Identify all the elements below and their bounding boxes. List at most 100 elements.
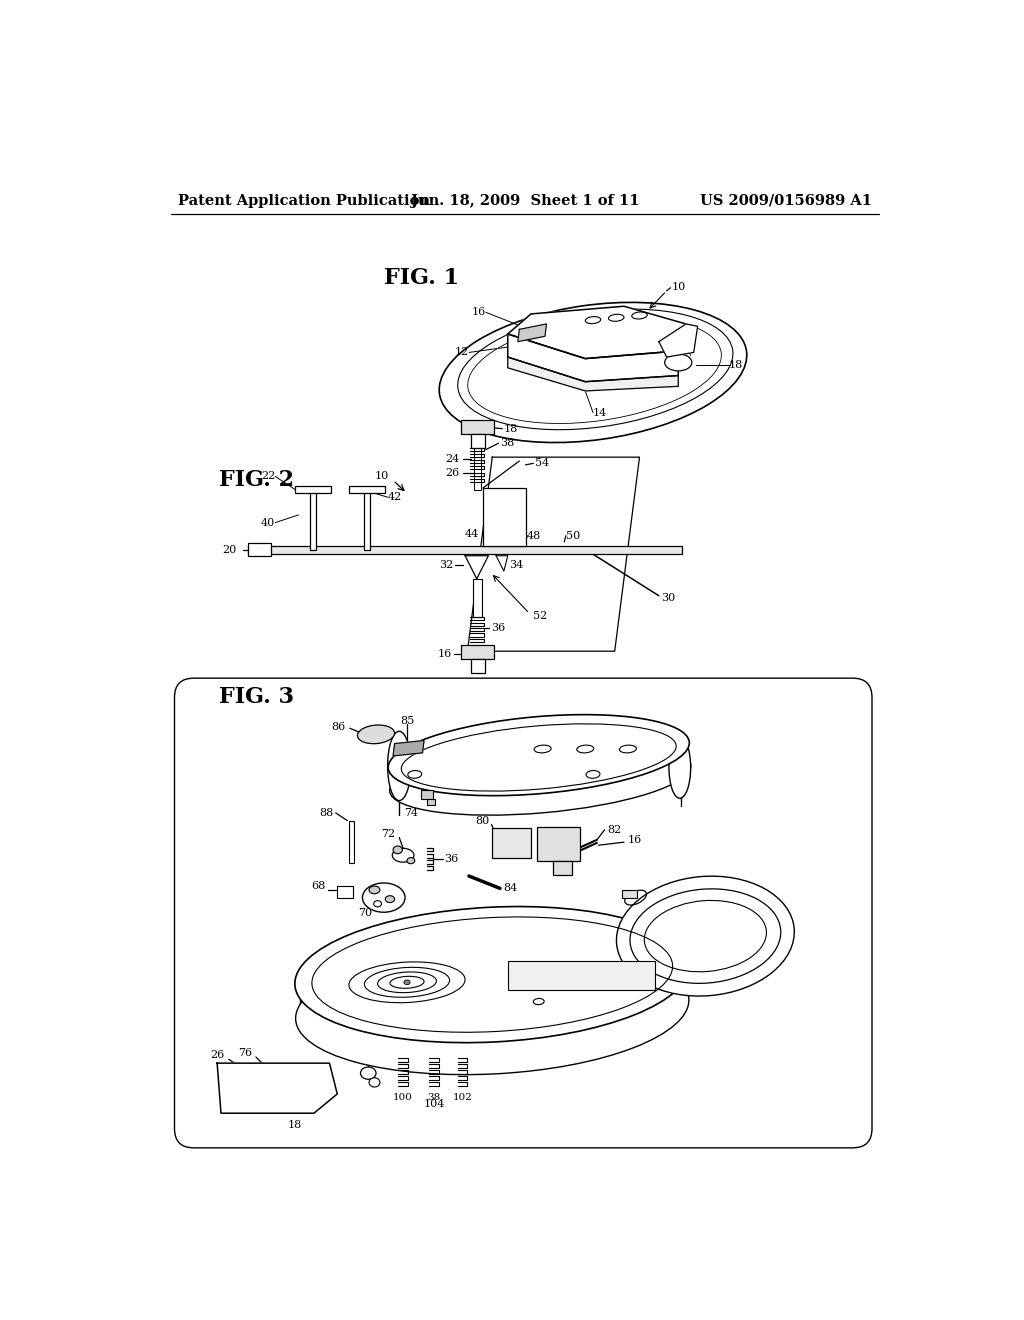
Bar bbox=[421, 789, 433, 799]
Text: 10: 10 bbox=[374, 471, 388, 482]
Text: US 2009/0156989 A1: US 2009/0156989 A1 bbox=[700, 194, 872, 207]
Text: 48: 48 bbox=[527, 531, 542, 541]
Text: 66: 66 bbox=[748, 962, 762, 972]
Bar bbox=[474, 420, 481, 490]
Text: 76: 76 bbox=[238, 1048, 252, 1059]
Polygon shape bbox=[496, 556, 508, 572]
Bar bbox=[471, 659, 484, 673]
Text: 64: 64 bbox=[655, 731, 670, 741]
Polygon shape bbox=[508, 334, 678, 381]
Text: FIG. 2: FIG. 2 bbox=[219, 470, 295, 491]
Bar bbox=[553, 862, 572, 875]
Ellipse shape bbox=[296, 944, 689, 1074]
Bar bbox=[310, 490, 315, 549]
Text: 24: 24 bbox=[445, 454, 460, 463]
Ellipse shape bbox=[369, 1077, 380, 1088]
Bar bbox=[295, 487, 331, 492]
Text: 78: 78 bbox=[350, 1055, 365, 1064]
Text: 44: 44 bbox=[465, 529, 479, 539]
Text: 10: 10 bbox=[672, 282, 686, 292]
Text: 60: 60 bbox=[562, 1032, 577, 1043]
Bar bbox=[471, 434, 484, 447]
Text: 84: 84 bbox=[503, 883, 517, 894]
Ellipse shape bbox=[360, 1067, 376, 1080]
Polygon shape bbox=[658, 323, 697, 358]
Text: 68: 68 bbox=[311, 880, 326, 891]
Bar bbox=[461, 645, 494, 659]
Polygon shape bbox=[508, 306, 686, 359]
Text: 52: 52 bbox=[532, 611, 547, 620]
Text: 28: 28 bbox=[340, 989, 354, 999]
Ellipse shape bbox=[357, 725, 394, 743]
Text: FIG. 1: FIG. 1 bbox=[384, 267, 459, 289]
Bar bbox=[349, 821, 353, 863]
Polygon shape bbox=[217, 1063, 337, 1113]
Text: 22: 22 bbox=[261, 471, 275, 482]
Text: 38: 38 bbox=[427, 1093, 440, 1102]
Ellipse shape bbox=[369, 886, 380, 894]
Bar bbox=[427, 799, 435, 805]
Bar bbox=[349, 487, 385, 492]
Ellipse shape bbox=[403, 979, 410, 985]
Text: 12: 12 bbox=[455, 347, 469, 358]
Ellipse shape bbox=[390, 742, 691, 816]
Text: 30: 30 bbox=[662, 593, 676, 603]
Text: 70: 70 bbox=[358, 908, 372, 917]
Ellipse shape bbox=[407, 858, 415, 863]
Ellipse shape bbox=[388, 714, 689, 796]
Ellipse shape bbox=[385, 896, 394, 903]
Text: 42: 42 bbox=[388, 492, 401, 502]
Text: 34: 34 bbox=[509, 560, 523, 570]
Text: 14: 14 bbox=[593, 408, 607, 417]
Ellipse shape bbox=[669, 737, 690, 799]
Text: 18: 18 bbox=[729, 360, 742, 370]
Ellipse shape bbox=[388, 731, 411, 800]
Text: 54: 54 bbox=[535, 458, 549, 469]
Text: 32: 32 bbox=[439, 560, 454, 570]
Bar bbox=[461, 420, 494, 434]
Text: 46: 46 bbox=[494, 529, 508, 539]
Text: 100: 100 bbox=[393, 1093, 413, 1102]
Text: 88: 88 bbox=[319, 808, 334, 818]
Ellipse shape bbox=[439, 302, 746, 442]
Text: 104: 104 bbox=[424, 1100, 444, 1109]
Text: 85: 85 bbox=[400, 715, 414, 726]
Polygon shape bbox=[508, 358, 678, 391]
Text: 40: 40 bbox=[261, 517, 275, 528]
Text: 36: 36 bbox=[490, 623, 505, 634]
Ellipse shape bbox=[362, 883, 406, 912]
Text: 72: 72 bbox=[381, 829, 395, 840]
Ellipse shape bbox=[392, 849, 414, 862]
Text: Jun. 18, 2009  Sheet 1 of 11: Jun. 18, 2009 Sheet 1 of 11 bbox=[411, 194, 639, 207]
Text: 16: 16 bbox=[472, 308, 486, 317]
Bar bbox=[248, 544, 271, 556]
Text: 20: 20 bbox=[222, 545, 237, 554]
Bar bbox=[365, 490, 370, 549]
Text: 26: 26 bbox=[445, 467, 460, 478]
Text: Patent Application Publication: Patent Application Publication bbox=[178, 194, 430, 207]
Bar bbox=[538, 826, 580, 862]
Bar bbox=[248, 546, 682, 554]
Text: 86: 86 bbox=[331, 722, 345, 731]
Text: 62: 62 bbox=[732, 900, 746, 911]
Text: 80: 80 bbox=[475, 816, 489, 825]
Text: 50: 50 bbox=[566, 531, 581, 541]
Text: 18: 18 bbox=[504, 424, 518, 434]
Polygon shape bbox=[518, 323, 547, 342]
Ellipse shape bbox=[616, 876, 795, 997]
Text: FIG. 3: FIG. 3 bbox=[219, 686, 295, 709]
Text: 102: 102 bbox=[427, 1018, 449, 1027]
Text: 28: 28 bbox=[493, 500, 507, 510]
Text: 16: 16 bbox=[437, 649, 452, 659]
Polygon shape bbox=[465, 556, 488, 578]
Bar bbox=[337, 886, 352, 899]
Ellipse shape bbox=[393, 846, 402, 854]
Polygon shape bbox=[393, 741, 424, 756]
Ellipse shape bbox=[665, 354, 692, 371]
Polygon shape bbox=[467, 457, 640, 651]
Text: 16: 16 bbox=[628, 834, 642, 845]
Ellipse shape bbox=[374, 900, 381, 907]
Text: 102: 102 bbox=[453, 1093, 473, 1102]
Text: 38: 38 bbox=[500, 438, 514, 449]
Text: 26: 26 bbox=[211, 1051, 225, 1060]
